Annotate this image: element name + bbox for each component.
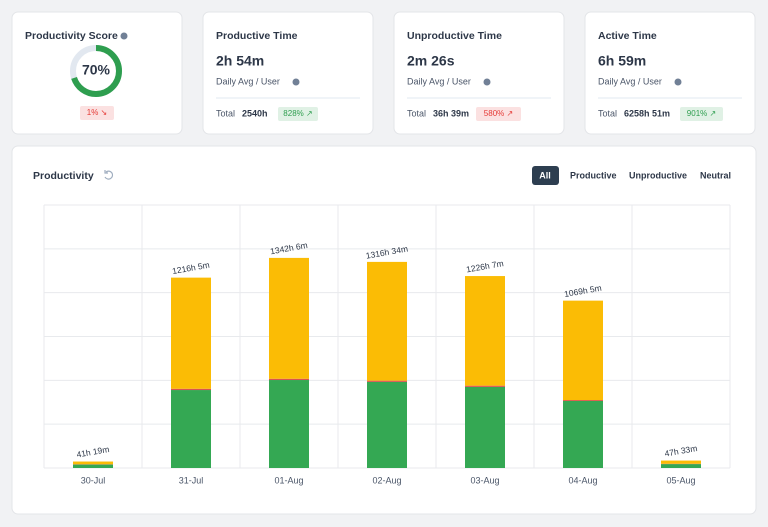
total-label: Total: [216, 108, 235, 118]
x-tick-label: 01-Aug: [274, 475, 303, 485]
bar-segment: [269, 380, 309, 468]
bar-segment: [367, 380, 407, 382]
filter-button[interactable]: All: [539, 170, 551, 180]
gauge: [70, 45, 122, 97]
x-tick-label: 04-Aug: [568, 475, 597, 485]
bar-segment: [661, 464, 701, 468]
card-value: 2m 26s: [407, 53, 455, 69]
filter-button[interactable]: Neutral: [700, 170, 731, 180]
bar-segment: [171, 388, 211, 391]
refresh-icon[interactable]: [104, 170, 114, 180]
filter-button[interactable]: Productive: [570, 170, 617, 180]
badge: [476, 107, 521, 121]
bar-segment: [563, 400, 603, 401]
card-value: 2h 54m: [216, 53, 264, 69]
card-subtitle: Daily Avg / User: [407, 76, 471, 86]
bar-segment: [563, 400, 603, 468]
bar-segment: [661, 460, 701, 464]
x-tick-label: 02-Aug: [372, 475, 401, 485]
x-tick-label: 05-Aug: [666, 475, 695, 485]
bar-segment: [269, 257, 309, 379]
bar-segment: [465, 386, 505, 468]
badge: [278, 107, 318, 121]
x-tick-label: 31-Jul: [179, 475, 204, 485]
bar-segment: [73, 464, 113, 468]
score-card: [11, 11, 183, 135]
total-label: Total: [598, 108, 617, 118]
bar-segment: [171, 390, 211, 468]
badge: [680, 107, 723, 121]
filter-button[interactable]: Unproductive: [629, 170, 687, 180]
info-icon[interactable]: [120, 32, 128, 40]
filter-active[interactable]: [532, 166, 559, 185]
total-value: 2540h: [242, 108, 268, 118]
card-title: Unproductive Time: [407, 30, 502, 42]
info-icon[interactable]: [292, 78, 300, 86]
x-tick-label: 03-Aug: [470, 475, 499, 485]
card-value: 6h 59m: [598, 53, 646, 69]
card-title: Productivity Score: [25, 30, 118, 42]
card-subtitle: Daily Avg / User: [216, 76, 280, 86]
bar-segment: [269, 378, 309, 381]
info-icon[interactable]: [674, 78, 682, 86]
bar-segment: [73, 461, 113, 465]
bar-segment: [563, 300, 603, 401]
bar-segment: [367, 261, 407, 381]
badge-text: 828% ↗: [283, 109, 312, 118]
badge-text: 901% ↗: [687, 109, 716, 118]
total-label: Total: [407, 108, 426, 118]
bar-segment: [367, 381, 407, 468]
badge-text: 1% ↘: [87, 108, 108, 117]
info-icon[interactable]: [483, 78, 491, 86]
stat-card: [393, 11, 565, 135]
card-title: Productive Time: [216, 30, 298, 42]
total-value: 6258h 51m: [624, 108, 670, 118]
stat-card: [202, 11, 374, 135]
score: 70%: [82, 62, 111, 78]
card-title: Active Time: [598, 30, 657, 42]
total-value: 36h 39m: [433, 108, 469, 118]
bar-segment: [465, 385, 505, 387]
chart-title: Productivity: [33, 170, 94, 182]
stat-card: [584, 11, 756, 135]
x-tick-label: 30-Jul: [81, 475, 106, 485]
badge: [80, 106, 114, 120]
card-subtitle: Daily Avg / User: [598, 76, 662, 86]
bar-segment: [171, 277, 211, 389]
badge-text: 580% ↗: [484, 109, 513, 118]
bar-segment: [465, 276, 505, 386]
